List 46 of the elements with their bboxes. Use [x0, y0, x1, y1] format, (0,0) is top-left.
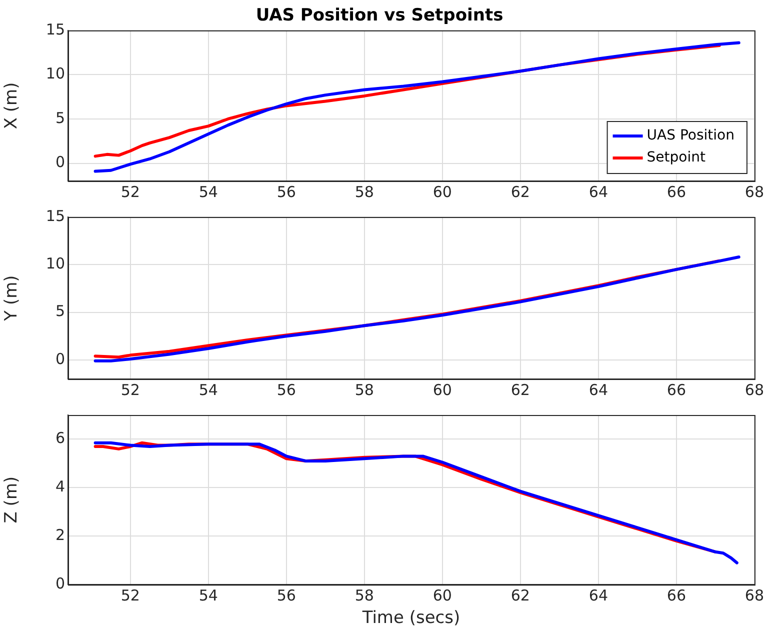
x-tick-label: 64 [588, 380, 608, 399]
x-tick-label: 66 [666, 586, 686, 604]
x-tick-label: 66 [666, 182, 686, 201]
x-tick-label: 52 [120, 380, 140, 399]
chart-title: UAS Position vs Setpoints [256, 6, 504, 26]
x-tick-label: 68 [744, 586, 764, 604]
x-tick-label: 58 [354, 380, 374, 399]
x-tick-label: 60 [432, 586, 452, 604]
legend-label: UAS Position [646, 128, 734, 144]
y-axis-title: Y (m) [2, 275, 22, 322]
x-tick-label: 52 [120, 182, 140, 201]
x-tick-label: 58 [354, 586, 374, 604]
x-tick-label: 60 [432, 182, 452, 201]
y-tick-label: 10 [46, 254, 65, 273]
y-tick-label: 0 [55, 153, 65, 172]
y-tick-label: 4 [55, 478, 65, 496]
y-axis-title: Z (m) [2, 476, 22, 524]
x-tick-label: 56 [276, 380, 296, 399]
x-tick-label: 66 [666, 380, 686, 399]
x-tick-label: 52 [120, 586, 140, 604]
x-tick-label: 62 [510, 182, 530, 201]
x-tick-label: 56 [276, 586, 296, 604]
x-axis-title: Time (secs) [361, 608, 460, 628]
y-tick-label: 5 [55, 302, 65, 320]
y-tick-label: 0 [55, 574, 65, 592]
x-tick-label: 58 [354, 182, 374, 201]
x-tick-label: 62 [510, 586, 530, 604]
x-tick-label: 68 [744, 182, 764, 201]
y-tick-label: 6 [55, 429, 65, 448]
x-tick-label: 64 [588, 182, 608, 201]
legend-label: Setpoint [646, 150, 706, 166]
y-tick-label: 5 [55, 108, 65, 127]
y-axis-title: X (m) [2, 82, 22, 130]
x-tick-label: 64 [588, 586, 608, 604]
y-tick-label: 0 [55, 350, 65, 368]
x-tick-label: 56 [276, 182, 296, 201]
x-tick-label: 68 [744, 380, 764, 399]
y-tick-label: 10 [46, 64, 65, 83]
x-tick-label: 54 [198, 182, 218, 201]
x-tick-label: 54 [198, 586, 218, 604]
y-tick-label: 2 [55, 526, 65, 544]
y-tick-label: 15 [46, 206, 65, 225]
x-tick-label: 60 [432, 380, 452, 399]
x-tick-label: 62 [510, 380, 530, 399]
x-tick-label: 54 [198, 380, 218, 399]
y-tick-label: 15 [46, 20, 65, 38]
